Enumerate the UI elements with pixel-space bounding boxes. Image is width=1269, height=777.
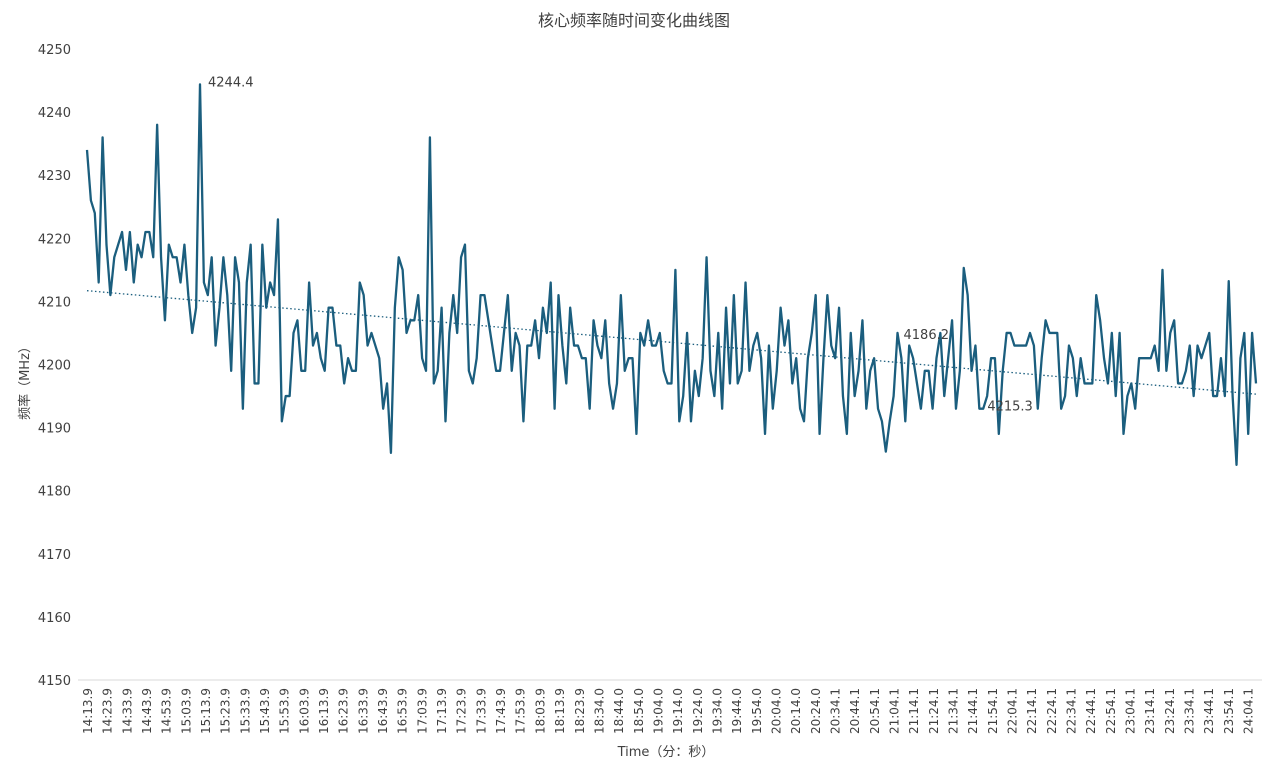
x-tick-label: 20:14.0 [789, 688, 803, 734]
x-tick-label: 21:44.1 [966, 688, 980, 734]
x-tick-label: 17:23.9 [455, 688, 469, 734]
x-tick-label: 16:13.9 [317, 688, 331, 734]
x-tick-label: 17:43.9 [494, 688, 508, 734]
x-tick-label: 18:44.0 [612, 688, 626, 734]
x-tick-label: 17:53.9 [514, 688, 528, 734]
y-tick-label: 4250 [38, 43, 71, 58]
x-tick-label: 16:03.9 [297, 688, 311, 734]
x-tick-label: 14:43.9 [140, 688, 154, 734]
x-tick-label: 22:14.1 [1025, 688, 1039, 734]
y-tick-label: 4200 [38, 359, 71, 374]
y-tick-label: 4160 [38, 611, 71, 626]
x-tick-label: 15:43.9 [258, 688, 272, 734]
x-tick-label: 19:34.0 [710, 688, 724, 734]
x-tick-label: 23:54.1 [1222, 688, 1236, 734]
x-tick-label: 20:34.1 [828, 688, 842, 734]
x-tick-label: 18:34.0 [592, 688, 606, 734]
x-tick-label: 17:03.9 [415, 688, 429, 734]
x-tick-label: 23:34.1 [1183, 688, 1197, 734]
x-tick-label: 21:04.1 [887, 688, 901, 734]
x-tick-label: 19:14.0 [671, 688, 685, 734]
y-tick-label: 4240 [38, 106, 71, 121]
x-tick-label: 20:44.1 [848, 688, 862, 734]
x-tick-label: 17:13.9 [435, 688, 449, 734]
series-line [85, 83, 1258, 466]
x-tick-label: 21:24.1 [927, 688, 941, 734]
x-tick-label: 22:44.1 [1084, 688, 1098, 734]
y-tick-label: 4180 [38, 485, 71, 500]
x-tick-label: 14:53.9 [160, 688, 174, 734]
x-tick-label: 15:03.9 [179, 688, 193, 734]
x-tick-label: 18:54.0 [632, 688, 646, 734]
x-tick-label: 19:04.0 [651, 688, 665, 734]
x-tick-label: 21:54.1 [986, 688, 1000, 734]
x-tick-label: 19:54.0 [750, 688, 764, 734]
x-tick-label: 18:23.9 [573, 688, 587, 734]
x-tick-label: 20:04.0 [769, 688, 783, 734]
x-tick-label: 22:04.1 [1005, 688, 1019, 734]
x-tick-label: 15:13.9 [199, 688, 213, 734]
x-tick-label: 23:04.1 [1124, 688, 1138, 734]
x-tick-label: 15:23.9 [219, 688, 233, 734]
y-axis-ticks: 4150 4160 4170 4180 4190 4200 4210 4220 4230 4240… [38, 43, 71, 689]
y-tick-label: 4150 [38, 674, 71, 689]
x-tick-label: 22:34.1 [1065, 688, 1079, 734]
y-tick-label: 4170 [38, 548, 71, 563]
x-tick-label: 15:53.9 [278, 688, 292, 734]
data-label: 4184.1 [1258, 0, 1269, 4]
x-tick-label: 16:43.9 [376, 688, 390, 734]
x-tick-label: 19:24.0 [691, 688, 705, 734]
x-tick-label: 15:33.9 [238, 688, 252, 734]
y-tick-label: 4210 [38, 295, 71, 310]
x-tick-label: 21:34.1 [946, 688, 960, 734]
x-tick-label: 16:33.9 [356, 688, 370, 734]
data-labels: 4244.4 4215.3 4186.2 4213.24184.1 [208, 0, 1269, 415]
x-tick-label: 24:04.1 [1242, 688, 1256, 734]
data-label: 4244.4 [208, 75, 254, 90]
y-axis-title: 频率（MHz） [17, 340, 33, 420]
x-tick-label: 18:13.9 [553, 688, 567, 734]
y-tick-label: 4190 [38, 422, 71, 437]
x-tick-label: 23:14.1 [1143, 688, 1157, 734]
x-tick-label: 21:14.1 [907, 688, 921, 734]
x-tick-label: 14:23.9 [101, 688, 115, 734]
x-tick-label: 23:44.1 [1202, 688, 1216, 734]
x-tick-label: 16:23.9 [337, 688, 351, 734]
x-tick-label: 23:24.1 [1163, 688, 1177, 734]
x-tick-label: 14:13.9 [81, 688, 95, 734]
x-tick-label: 22:54.1 [1104, 688, 1118, 734]
x-tick-label: 17:33.9 [474, 688, 488, 734]
x-tick-label: 22:24.1 [1045, 688, 1059, 734]
x-tick-label: 20:24.0 [809, 688, 823, 734]
x-tick-label: 20:54.1 [868, 688, 882, 734]
y-tick-label: 4230 [38, 169, 71, 184]
x-tick-label: 18:03.9 [533, 688, 547, 734]
x-tick-label: 16:53.9 [396, 688, 410, 734]
x-axis-title: Time（分：秒） [617, 745, 715, 760]
x-axis-ticks: 14:13.9 14:23.9 14:33.9 14:43.9 14:53.9 15:03… [81, 688, 1256, 734]
x-tick-label: 19:44.0 [730, 688, 744, 734]
x-tick-label: 14:33.9 [120, 688, 134, 734]
data-label: 4215.3 [987, 400, 1033, 415]
data-label: 4213.2 [1252, 0, 1269, 4]
y-tick-label: 4220 [38, 232, 71, 247]
data-label: 4186.2 [904, 328, 950, 343]
chart-title: 核心频率随时间变化曲线图 [538, 11, 730, 30]
